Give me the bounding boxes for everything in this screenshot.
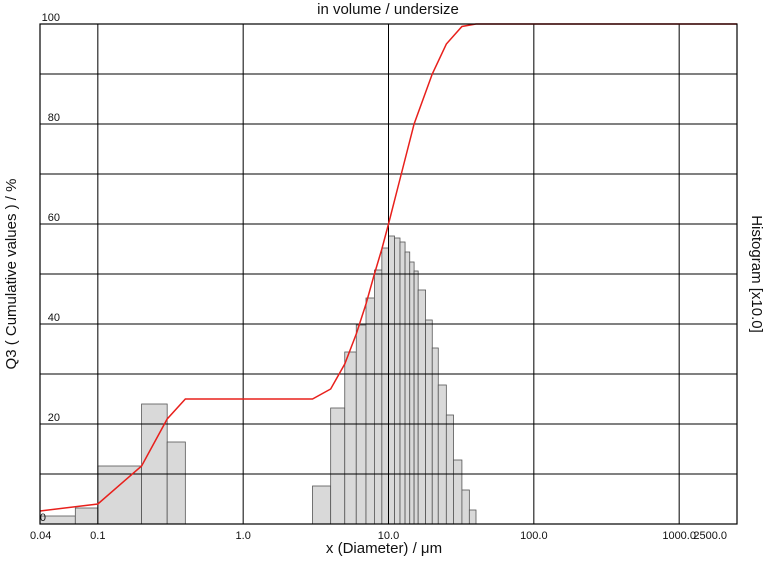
y-tick-label: 40 [48,312,60,324]
y-axis-label: Q3 ( Cumulative values ) / % [3,179,20,370]
y-tick-label: 20 [48,412,60,424]
histogram-bar [468,509,477,525]
histogram-bar [330,407,346,525]
histogram-bar [437,384,447,525]
histogram-bar [388,235,395,525]
histogram-bar [141,403,168,525]
histogram-bar [166,441,186,525]
histogram-bar [445,414,454,525]
histogram-bar [394,237,401,525]
histogram-bar [399,241,406,525]
y-tick-label: 80 [48,112,60,124]
histogram-bar [461,489,470,525]
histogram-bar [404,251,411,525]
y-tick-label: 0 [40,512,46,524]
histogram-bar [97,465,142,525]
x-tick-label: 1000.0 [662,530,696,542]
cumulative-line [39,23,737,512]
x-tick-label: 1.0 [236,530,251,542]
histogram-bar [409,261,415,525]
histogram-bar [74,507,99,525]
x-tick-label: 0.04 [30,530,51,542]
histogram-bar [453,459,463,525]
histogram-bar [413,270,419,525]
histogram-bar [425,319,433,525]
x-tick-label: 0.1 [90,530,105,542]
chart-title: in volume / undersize [317,1,459,18]
y2-axis-label: Histogram [x10.0] [748,215,765,333]
histogram-bar [312,485,332,525]
plot-frame [39,23,738,525]
x-tick-label: 10.0 [378,530,399,542]
histogram-bar [344,351,357,525]
histogram-bar [365,297,375,525]
histogram-bar [374,269,383,525]
y-tick-label: 100 [42,12,60,24]
histogram-bar [381,247,389,525]
histogram-bar [417,289,426,525]
x-tick-label: 2500.0 [693,530,727,542]
y-tick-label: 60 [48,212,60,224]
x-axis-label: x (Diameter) / μm [326,540,442,557]
x-tick-label: 100.0 [520,530,548,542]
